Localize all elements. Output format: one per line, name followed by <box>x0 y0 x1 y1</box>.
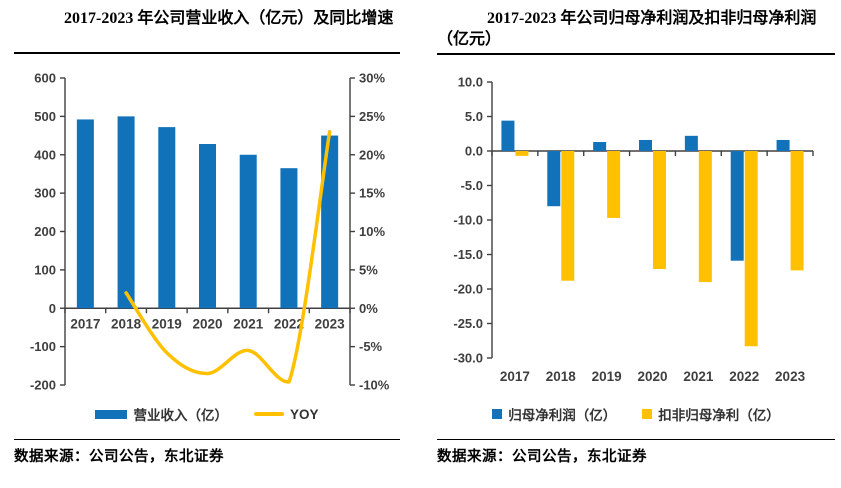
deducted-profit-bar-2023 <box>790 151 804 271</box>
x-axis-label: 2022 <box>274 316 304 331</box>
divider <box>437 439 835 440</box>
revenue-bar-2017 <box>76 119 94 309</box>
y-tick-label: 10.0 <box>458 75 483 90</box>
right-y-tick-label: 30% <box>359 71 385 86</box>
x-axis-label: 2022 <box>729 369 759 384</box>
data-source-note: 数据来源：公司公告，东北证券 <box>437 449 647 465</box>
right-y-tick-label: -5% <box>359 339 383 354</box>
left-y-tick-label: 0 <box>49 301 56 316</box>
revenue-bar-2020 <box>199 144 216 309</box>
y-tick-label: -15.0 <box>453 247 483 262</box>
net-profit-bar-2019 <box>593 142 607 151</box>
right-y-tick-label: 5% <box>359 262 378 277</box>
revenue-bar-2021 <box>239 154 257 309</box>
net-profit-chart-title: 2017-2023 年公司归母净利润及扣非归母净利润（亿元） <box>437 8 835 55</box>
right-y-tick-label: 10% <box>359 224 385 239</box>
revenue-chart-panel: 2017-2023 年公司营业收入（亿元）及同比增速 600 500 400 300 2… <box>14 8 400 480</box>
revenue-yoy-chart: 600 500 400 300 200 100 0 -100 -200 30% 25% 20% 15% 1… <box>30 71 390 393</box>
deducted-profit-bar-2018 <box>561 151 575 281</box>
legend-item-deducted-profit: 扣非归母净利（亿） <box>642 404 780 424</box>
y-tick-label: 0.0 <box>465 144 483 159</box>
left-y-tick-label: -100 <box>30 339 56 354</box>
y-tick-label: 5.0 <box>465 109 483 124</box>
x-axis-label: 2023 <box>775 369 806 384</box>
left-y-tick-label: 500 <box>34 109 56 124</box>
y-tick-label: -25.0 <box>453 316 483 331</box>
left-y-tick-label: 400 <box>34 147 56 162</box>
deducted-profit-bar-2019 <box>607 151 621 218</box>
data-source-note: 数据来源：公司公告，东北证券 <box>14 449 224 465</box>
left-y-tick-label: -200 <box>30 378 56 393</box>
deducted-profit-series-swatch <box>642 409 653 419</box>
deducted-profit-bar-2020 <box>653 151 666 269</box>
y-tick-label: -5.0 <box>461 178 483 193</box>
x-axis-label: 2020 <box>192 316 222 331</box>
legend-label-net-profit: 归母净利润（亿） <box>508 408 617 423</box>
deducted-profit-bar-2022 <box>744 151 758 347</box>
right-y-tick-label: -10% <box>359 378 390 393</box>
x-axis-label: 2021 <box>233 316 264 331</box>
left-y-tick-label: 200 <box>34 224 56 239</box>
x-axis-label: 2023 <box>315 316 346 331</box>
right-y-tick-label: 0% <box>359 301 378 316</box>
legend-item-net-profit: 归母净利润（亿） <box>492 404 616 424</box>
x-axis-label: 2018 <box>546 369 577 384</box>
x-axis-label: 2018 <box>111 316 142 331</box>
revenue-bar-2018 <box>117 116 135 309</box>
deducted-profit-bar-2017 <box>515 151 529 156</box>
y-tick-label: -10.0 <box>453 213 483 228</box>
x-axis-label: 2017 <box>70 316 100 331</box>
right-y-tick-label: 20% <box>359 147 385 162</box>
legend-label-deducted-profit: 扣非归母净利（亿） <box>658 408 780 423</box>
right-y-tick-label: 15% <box>359 186 385 201</box>
net-profit-series-swatch <box>492 409 503 419</box>
net-profit-bar-2020 <box>639 139 652 151</box>
x-axis-label: 2020 <box>637 369 667 384</box>
revenue-series-swatch <box>95 409 128 419</box>
revenue-bar-2022 <box>280 168 298 309</box>
net-profit-bar-2023 <box>776 139 790 151</box>
left-y-tick-label: 600 <box>34 71 56 86</box>
revenue-chart-legend: 营业收入（亿） YOY <box>14 404 400 424</box>
net-profit-bar-2017 <box>501 120 515 151</box>
divider <box>14 439 400 440</box>
x-axis-label: 2021 <box>683 369 714 384</box>
net-profit-bar-2022 <box>730 151 744 261</box>
yoy-line <box>124 129 332 384</box>
revenue-bar-2019 <box>158 127 176 309</box>
x-axis-label: 2019 <box>592 369 622 384</box>
left-y-tick-label: 300 <box>34 186 56 201</box>
y-tick-label: -30.0 <box>453 351 483 366</box>
net-profit-chart-legend: 归母净利润（亿） 扣非归母净利（亿） <box>437 404 835 424</box>
yoy-series-swatch <box>253 412 284 416</box>
legend-label-yoy: YOY <box>289 406 319 422</box>
x-axis-label: 2017 <box>500 369 530 384</box>
net-profit-bar-2021 <box>684 135 698 151</box>
legend-item-revenue: 营业收入（亿） <box>95 404 228 424</box>
legend-item-yoy: YOY <box>253 406 319 422</box>
revenue-chart-title: 2017-2023 年公司营业收入（亿元）及同比增速 <box>14 8 400 54</box>
net-profit-chart: 10.0 5.0 0.0 -5.0 -10.0 -15.0 -20.0 -25.0 -30.0 2… <box>453 75 814 384</box>
right-y-tick-label: 25% <box>359 109 385 124</box>
deducted-profit-bar-2021 <box>698 151 712 283</box>
net-profit-bar-2018 <box>547 151 561 207</box>
revenue-bar-2023 <box>321 135 339 309</box>
y-tick-label: -20.0 <box>453 282 483 297</box>
legend-label-revenue: 营业收入（亿） <box>133 408 228 423</box>
net-profit-chart-panel: 2017-2023 年公司归母净利润及扣非归母净利润（亿元） 10.0 5.0 0.… <box>437 8 835 480</box>
left-y-tick-label: 100 <box>34 262 56 277</box>
x-axis-label: 2019 <box>152 316 182 331</box>
